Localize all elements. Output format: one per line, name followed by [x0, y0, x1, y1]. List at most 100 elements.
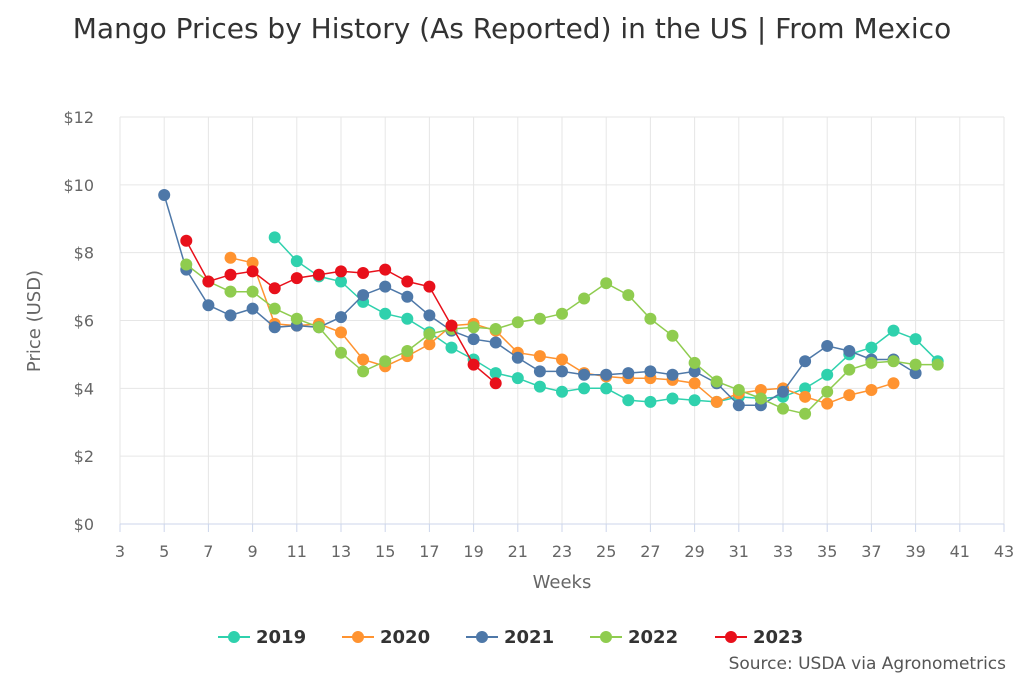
data-point-2023[interactable]	[379, 263, 392, 276]
data-point-2022[interactable]	[909, 358, 922, 371]
data-point-2021[interactable]	[777, 385, 789, 398]
data-point-2019[interactable]	[379, 307, 392, 320]
data-point-2019[interactable]	[445, 341, 458, 354]
data-point-2019[interactable]	[556, 385, 568, 398]
data-point-2021[interactable]	[688, 365, 701, 378]
data-point-2022[interactable]	[180, 258, 193, 271]
data-point-2023[interactable]	[357, 267, 370, 280]
data-point-2020[interactable]	[533, 350, 546, 363]
data-point-2022[interactable]	[644, 312, 657, 325]
data-point-2022[interactable]	[533, 312, 546, 325]
data-point-2023[interactable]	[224, 268, 237, 281]
data-point-2020[interactable]	[423, 338, 436, 351]
data-point-2020[interactable]	[688, 377, 701, 390]
data-point-2021[interactable]	[489, 336, 502, 349]
data-point-2022[interactable]	[224, 285, 237, 298]
data-point-2022[interactable]	[511, 316, 524, 329]
data-point-2019[interactable]	[799, 382, 812, 395]
legend-item-2021[interactable]: 2021	[466, 622, 554, 652]
data-point-2020[interactable]	[224, 251, 237, 264]
data-point-2022[interactable]	[578, 292, 591, 305]
data-point-2022[interactable]	[246, 285, 259, 298]
data-point-2022[interactable]	[799, 407, 812, 420]
data-point-2021[interactable]	[821, 339, 834, 352]
data-point-2022[interactable]	[931, 358, 944, 371]
data-point-2021[interactable]	[202, 299, 215, 312]
data-point-2022[interactable]	[600, 277, 613, 290]
data-point-2020[interactable]	[335, 326, 347, 339]
data-point-2020[interactable]	[843, 389, 856, 402]
data-point-2019[interactable]	[644, 395, 657, 408]
data-point-2023[interactable]	[401, 275, 414, 288]
data-point-2021[interactable]	[909, 367, 922, 380]
data-point-2022[interactable]	[489, 322, 502, 335]
data-point-2023[interactable]	[290, 272, 303, 285]
data-point-2021[interactable]	[401, 290, 414, 303]
legend-item-2019[interactable]: 2019	[218, 622, 306, 652]
data-point-2022[interactable]	[688, 356, 701, 369]
data-point-2020[interactable]	[865, 384, 878, 397]
data-point-2021[interactable]	[423, 309, 436, 322]
data-point-2022[interactable]	[732, 384, 745, 397]
data-point-2022[interactable]	[357, 365, 370, 378]
data-point-2023[interactable]	[335, 265, 347, 278]
data-point-2021[interactable]	[533, 365, 546, 378]
data-point-2020[interactable]	[754, 384, 767, 397]
data-point-2019[interactable]	[821, 368, 834, 381]
data-point-2023[interactable]	[445, 319, 458, 332]
data-point-2022[interactable]	[312, 321, 325, 334]
data-point-2022[interactable]	[335, 346, 347, 359]
data-point-2019[interactable]	[688, 394, 701, 407]
data-point-2022[interactable]	[556, 307, 568, 320]
data-point-2022[interactable]	[401, 345, 414, 358]
data-point-2019[interactable]	[600, 382, 613, 395]
data-point-2021[interactable]	[511, 351, 524, 364]
data-point-2023[interactable]	[246, 265, 259, 278]
data-point-2021[interactable]	[556, 365, 568, 378]
data-point-2019[interactable]	[622, 394, 635, 407]
data-point-2021[interactable]	[379, 280, 392, 293]
data-point-2020[interactable]	[799, 390, 812, 403]
data-point-2019[interactable]	[511, 372, 524, 385]
data-point-2021[interactable]	[578, 368, 591, 381]
data-point-2020[interactable]	[246, 256, 259, 269]
legend-item-2020[interactable]: 2020	[342, 622, 430, 652]
data-point-2021[interactable]	[246, 302, 259, 315]
data-point-2021[interactable]	[224, 309, 237, 322]
data-point-2022[interactable]	[777, 402, 789, 415]
data-point-2022[interactable]	[467, 321, 480, 334]
data-point-2020[interactable]	[887, 377, 900, 390]
data-point-2021[interactable]	[799, 355, 812, 368]
data-point-2021[interactable]	[357, 289, 370, 302]
data-point-2020[interactable]	[357, 353, 370, 366]
data-point-2022[interactable]	[821, 385, 834, 398]
data-point-2021[interactable]	[268, 321, 281, 334]
data-point-2019[interactable]	[909, 333, 922, 346]
data-point-2021[interactable]	[600, 368, 613, 381]
data-point-2021[interactable]	[644, 365, 657, 378]
data-point-2019[interactable]	[865, 341, 878, 354]
data-point-2019[interactable]	[335, 275, 347, 288]
data-point-2022[interactable]	[710, 375, 723, 388]
data-point-2023[interactable]	[312, 268, 325, 281]
data-point-2019[interactable]	[290, 255, 303, 268]
data-point-2023[interactable]	[202, 275, 215, 288]
data-point-2021[interactable]	[335, 311, 347, 324]
data-point-2020[interactable]	[710, 395, 723, 408]
data-point-2022[interactable]	[666, 329, 679, 342]
data-point-2022[interactable]	[843, 363, 856, 376]
data-point-2021[interactable]	[732, 399, 745, 412]
data-point-2019[interactable]	[489, 367, 502, 380]
data-point-2019[interactable]	[401, 312, 414, 325]
legend-item-2022[interactable]: 2022	[590, 622, 678, 652]
data-point-2021[interactable]	[843, 345, 856, 358]
data-point-2020[interactable]	[556, 353, 568, 366]
data-point-2022[interactable]	[622, 289, 635, 302]
data-point-2019[interactable]	[268, 231, 281, 244]
data-point-2022[interactable]	[754, 392, 767, 405]
data-point-2021[interactable]	[622, 367, 635, 380]
data-point-2019[interactable]	[666, 392, 679, 405]
data-point-2019[interactable]	[887, 324, 900, 337]
data-point-2022[interactable]	[887, 355, 900, 368]
data-point-2023[interactable]	[489, 377, 502, 390]
